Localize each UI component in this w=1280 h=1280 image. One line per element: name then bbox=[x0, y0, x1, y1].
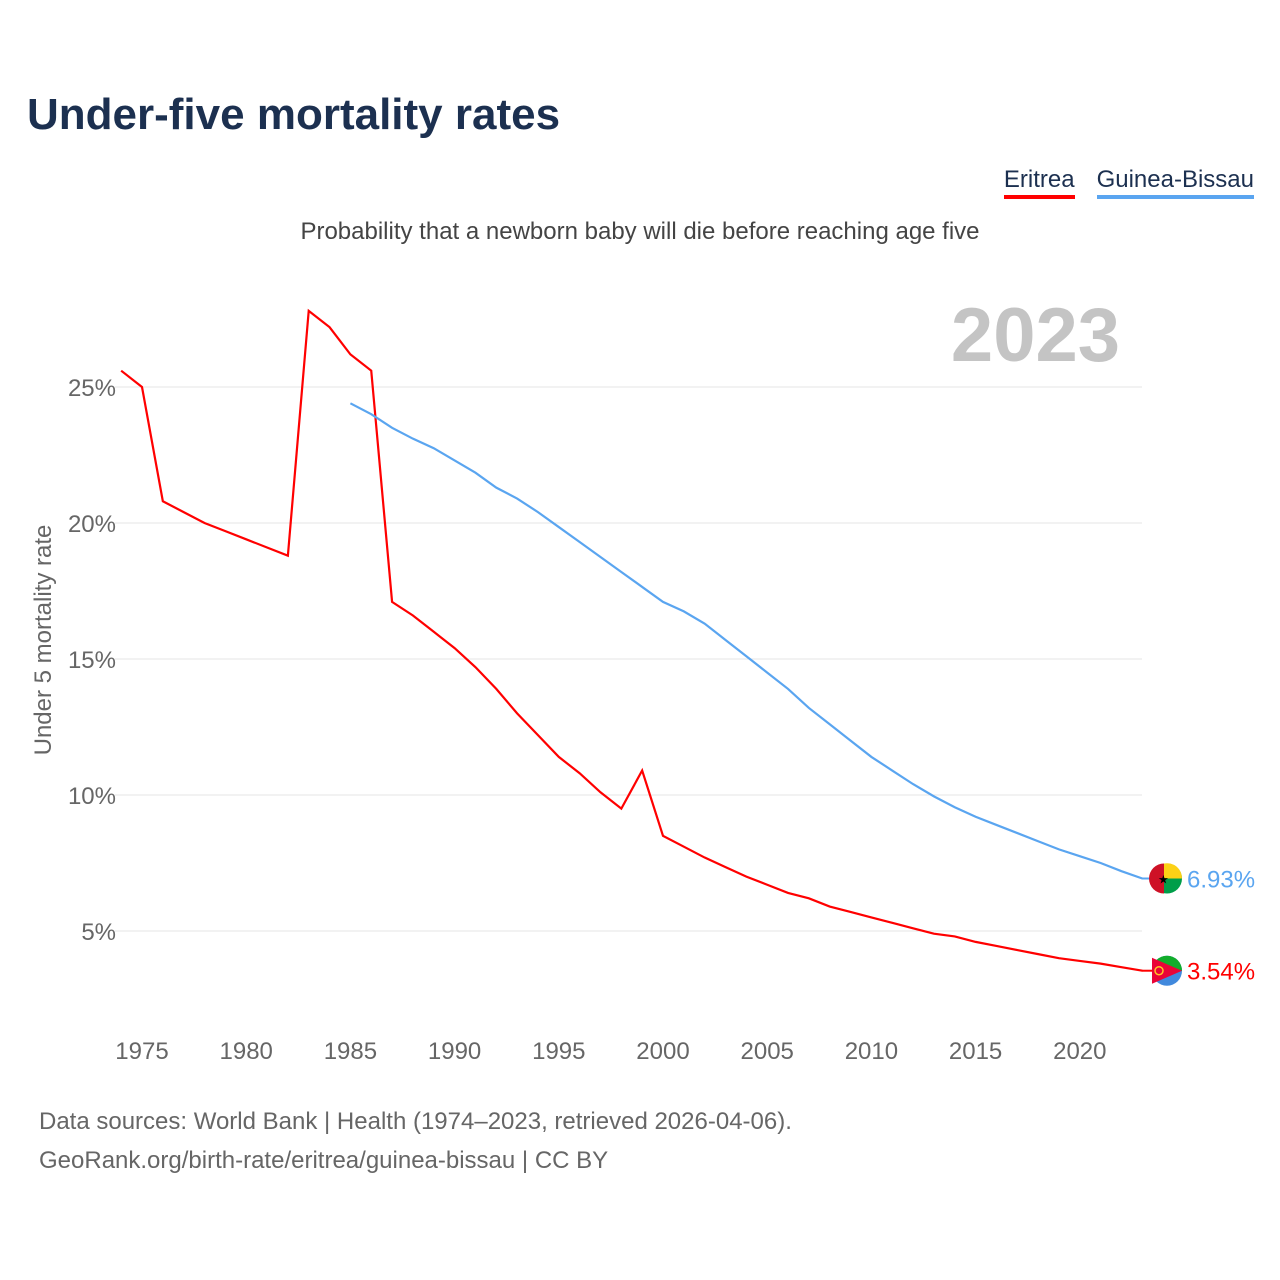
flag-part bbox=[1149, 863, 1164, 894]
x-tick-label: 2010 bbox=[845, 1038, 898, 1065]
flag-part bbox=[1154, 965, 1164, 976]
y-tick-label: 15% bbox=[68, 647, 116, 674]
y-axis-label: Under 5 mortality rate bbox=[30, 525, 57, 756]
y-tick-label: 25% bbox=[68, 375, 116, 402]
x-tick-label: 1990 bbox=[428, 1038, 481, 1065]
y-tick-label: 10% bbox=[68, 783, 116, 810]
y-tick-label: 20% bbox=[68, 511, 116, 538]
series-line-eritrea bbox=[120, 308, 1143, 972]
x-tick-label: 1995 bbox=[532, 1038, 585, 1065]
legend-eritrea[interactable]: Eritrea bbox=[1003, 166, 1075, 199]
x-tick-label: 2005 bbox=[741, 1038, 794, 1065]
source-line-1: Data sources: World Bank | Health (1974–… bbox=[39, 1108, 792, 1135]
source-line-2[interactable]: GeoRank.org/birth-rate/eritrea/guinea-bi… bbox=[39, 1147, 609, 1174]
chart-title: Under-five mortality rates bbox=[27, 90, 561, 139]
flag-part bbox=[1164, 863, 1183, 879]
end-value-label: 6.93% bbox=[1187, 867, 1255, 894]
x-tick-label: 1985 bbox=[324, 1038, 377, 1065]
x-tick-label: 2015 bbox=[949, 1038, 1002, 1065]
year-label: 2023 bbox=[951, 293, 1120, 378]
end-value-label: 3.54% bbox=[1187, 959, 1255, 986]
flag-part bbox=[1152, 957, 1182, 984]
legend: Eritrea Guinea-Bissau bbox=[1003, 166, 1254, 199]
y-tick-label: 5% bbox=[81, 919, 116, 946]
chart-subtitle: Probability that a newborn baby will die… bbox=[300, 218, 980, 245]
series-line-guinea-bissau bbox=[349, 402, 1143, 880]
x-tick-label: 2020 bbox=[1053, 1038, 1106, 1065]
legend-guinea-bissau[interactable]: Guinea-Bissau bbox=[1096, 166, 1254, 199]
x-tick-label: 1975 bbox=[115, 1038, 168, 1065]
x-tick-label: 2000 bbox=[636, 1038, 689, 1065]
flag-star: ★ bbox=[1158, 873, 1169, 887]
x-tick-label: 1980 bbox=[220, 1038, 273, 1065]
